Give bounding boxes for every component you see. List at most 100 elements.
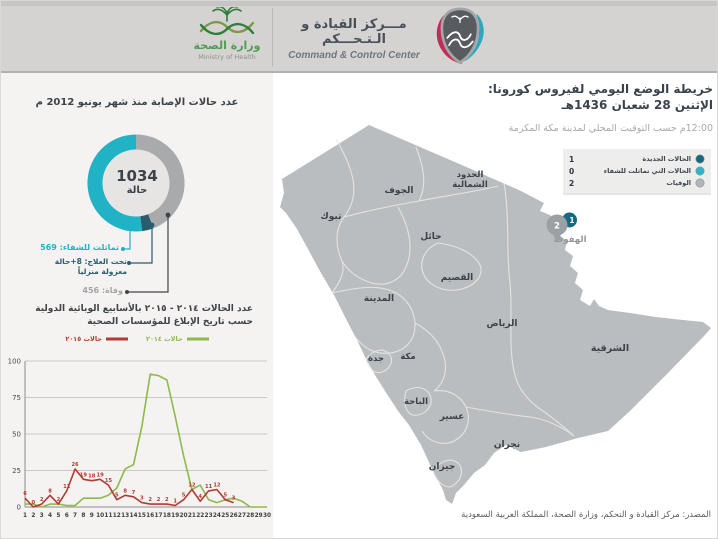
moh-palm-swords-icon	[199, 5, 255, 36]
svg-text:21: 21	[188, 513, 196, 519]
donut-segments	[87, 134, 185, 232]
svg-text:0: 0	[17, 504, 21, 512]
svg-text:50: 50	[12, 431, 21, 439]
svg-text:25: 25	[12, 467, 21, 475]
svg-text:23: 23	[205, 513, 213, 519]
saudi-arabia-map: الجوف الحدود الشمالية تبوك حائل القصيم ا…	[280, 125, 711, 504]
legend-swatch-2014	[186, 337, 209, 341]
ccc-title-arabic: مـــركز القيادة و الـتـحـــكم	[301, 17, 407, 47]
svg-text:11: 11	[63, 484, 71, 490]
hofuf-marker: 2 1 الهفوف	[546, 212, 587, 245]
svg-text:2: 2	[57, 497, 61, 503]
map-title: خريطة الوضع اليومي لفيروس كورونا: الإثني…	[487, 82, 713, 112]
svg-text:8: 8	[81, 513, 85, 519]
deaths-legend: وفاة: 456	[82, 286, 123, 295]
legend-item-2014: حالات ٢٠١٤	[146, 335, 209, 343]
svg-text:29: 29	[255, 513, 263, 519]
svg-text:15: 15	[138, 513, 146, 519]
svg-text:24: 24	[213, 513, 221, 519]
region-label: جدة	[368, 354, 384, 364]
region-label: المدينة	[364, 294, 394, 304]
svg-text:1: 1	[23, 513, 27, 519]
svg-text:16: 16	[146, 513, 154, 519]
header: وزارة الصحة Ministry of Health مـــركز ا…	[1, 1, 717, 73]
svg-text:5: 5	[56, 513, 60, 519]
source-line: المصدر: مركز القيادة و التحكم، وزارة الص…	[461, 510, 711, 520]
svg-text:12: 12	[188, 482, 196, 488]
svg-text:4: 4	[198, 494, 202, 500]
deaths-dot-icon	[695, 178, 705, 188]
legend-row-new-cases: الحالات الجديدة 1	[569, 153, 705, 165]
svg-text:19: 19	[80, 472, 88, 478]
svg-text:19: 19	[171, 513, 179, 519]
header-divider	[272, 8, 273, 66]
recovered-legend: تماثلت للشفاء: 569	[40, 243, 119, 252]
under-treatment-legend: تحت العلاج: 8+حالة معزولة منزلياً	[54, 257, 127, 276]
cases-panel-title: عدد حالات الإصابة منذ شهر يونيو 2012 م	[35, 97, 239, 108]
legend-label-2014: حالات ٢٠١٤	[146, 335, 183, 343]
svg-text:15: 15	[105, 478, 113, 484]
svg-text:30: 30	[263, 513, 271, 519]
map-subtitle: 12:00م حسب التوقيت المحلي لمدينة مكة الم…	[508, 123, 713, 134]
legend-row-deaths: الوفيات 2	[569, 177, 705, 189]
svg-text:3: 3	[140, 496, 144, 502]
legend-swatch-2015	[106, 337, 128, 341]
svg-text:20: 20	[180, 513, 188, 519]
svg-text:2: 2	[157, 497, 161, 503]
legend-item-2015: حالات ٢٠١٥	[65, 335, 128, 343]
svg-text:28: 28	[246, 513, 254, 519]
moh-name-english: Ministry of Health	[198, 53, 256, 61]
recovered-dot-icon	[695, 166, 705, 176]
svg-text:18: 18	[88, 474, 96, 480]
svg-text:26: 26	[71, 462, 79, 468]
svg-text:8: 8	[48, 488, 52, 494]
svg-text:10: 10	[96, 513, 104, 519]
svg-text:17: 17	[154, 513, 162, 519]
svg-text:5: 5	[182, 493, 186, 499]
svg-text:0: 0	[32, 500, 36, 506]
map-legend-box: الحالات الجديدة 1 الحالات التي تماثلت لل…	[563, 149, 711, 193]
svg-text:4: 4	[48, 513, 52, 519]
svg-text:11: 11	[104, 513, 112, 519]
weekly-chart-title: عدد الحالات ٢٠١٤ - ٢٠١٥ بالأسابيع الوبائ…	[35, 304, 253, 327]
svg-text:3: 3	[232, 496, 236, 502]
svg-text:3: 3	[40, 513, 44, 519]
region-label: الجوف	[384, 186, 413, 196]
svg-text:14: 14	[129, 513, 137, 519]
region-label: الرياض	[487, 319, 518, 329]
svg-text:5: 5	[115, 493, 119, 499]
region-borders	[331, 138, 575, 488]
ccc-shield-icon	[436, 7, 484, 65]
dashboard-body: عدد حالات الإصابة منذ شهر يونيو 2012 م	[1, 73, 717, 538]
legend-label-2015: حالات ٢٠١٥	[65, 335, 102, 343]
region-label: جيزان	[429, 462, 456, 472]
svg-text:2: 2	[31, 513, 35, 519]
new-cases-dot-icon	[695, 154, 705, 164]
svg-text:5: 5	[223, 493, 227, 499]
region-label: حائل	[420, 232, 441, 242]
svg-text:1: 1	[173, 499, 177, 505]
svg-text:7: 7	[73, 513, 77, 519]
region-label: الباحة	[404, 397, 428, 407]
svg-text:26: 26	[230, 513, 238, 519]
region-label: تبوك	[321, 212, 342, 222]
legend-row-recovered: الحالات التي تماثلت للشفاء 0	[569, 165, 705, 177]
ccc-title-block: مـــركز القيادة و الـتـحـــكم Command & …	[281, 17, 427, 61]
region-labels: الجوف الحدود الشمالية تبوك حائل القصيم ا…	[321, 170, 630, 472]
svg-text:75: 75	[12, 394, 21, 402]
svg-text:9: 9	[90, 513, 94, 519]
svg-text:22: 22	[196, 513, 204, 519]
svg-text:6: 6	[65, 513, 69, 519]
region-label: الشمالية	[452, 180, 488, 190]
weekly-chart-legend: حالات ٢٠١٤ حالات ٢٠١٥	[1, 335, 273, 343]
svg-text:13: 13	[121, 513, 129, 519]
ccc-title-english: Command & Control Center	[288, 50, 420, 61]
donut-callout-lines	[121, 212, 171, 294]
region-label: الحدود	[457, 170, 484, 180]
svg-text:8: 8	[123, 488, 127, 494]
country-outline	[280, 125, 711, 504]
svg-text:2: 2	[148, 497, 152, 503]
donut-chart	[87, 134, 185, 294]
